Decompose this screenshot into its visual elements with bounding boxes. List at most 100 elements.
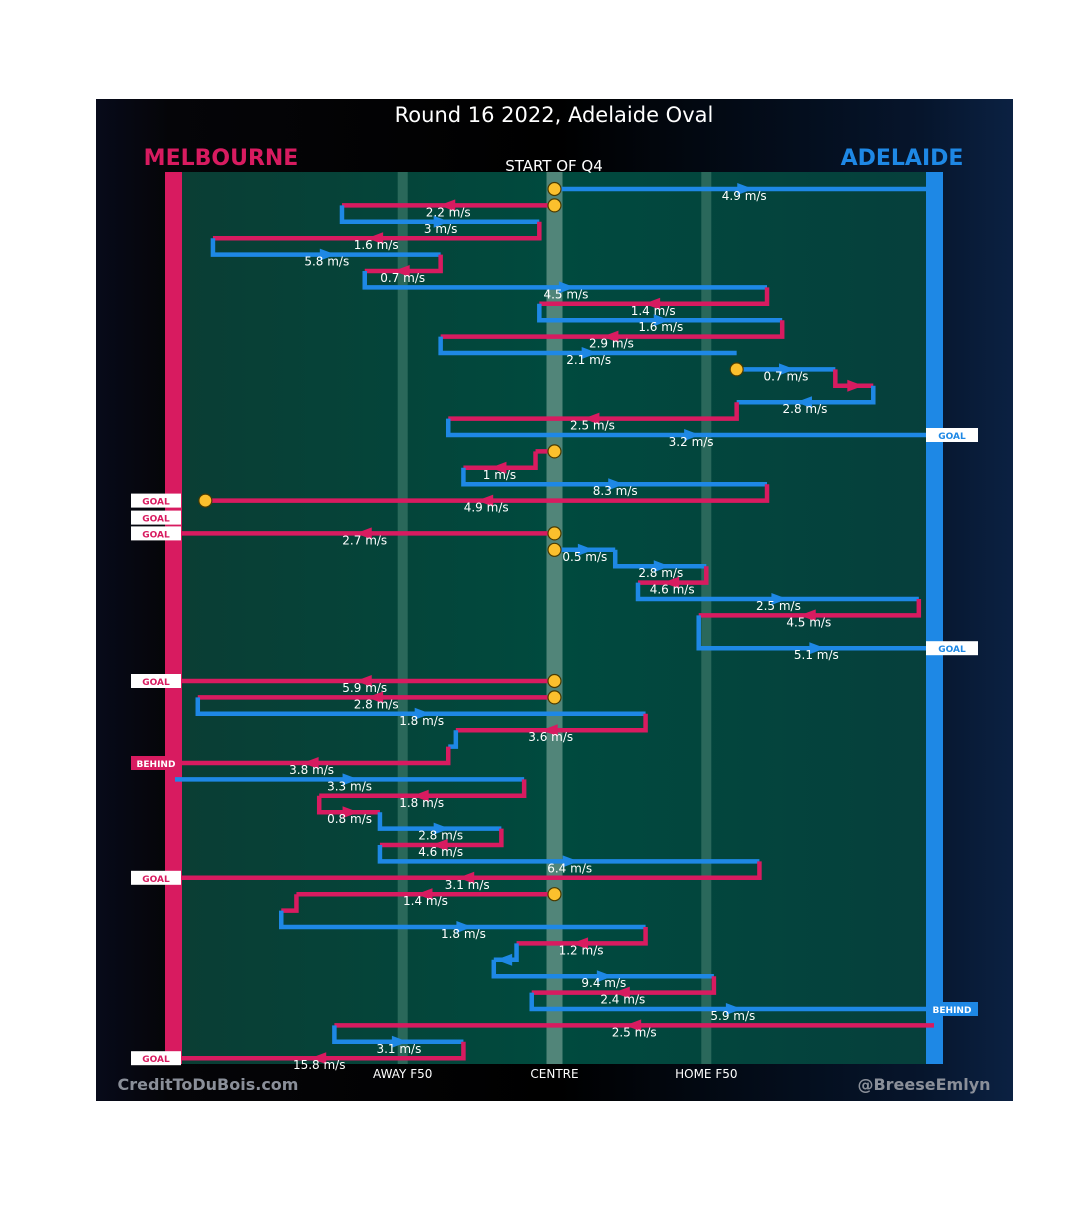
kick-segment bbox=[364, 254, 443, 274]
stoppage-marker bbox=[547, 673, 562, 689]
kick-segment bbox=[531, 976, 717, 995]
kick-segment bbox=[612, 549, 707, 569]
kick-arrow bbox=[439, 199, 456, 212]
kick-speed-label: 5.9 m/s bbox=[342, 681, 387, 695]
kick-segment bbox=[635, 582, 919, 602]
kick-speed-label: 0.7 m/s bbox=[764, 369, 809, 383]
kick-segment bbox=[539, 287, 770, 307]
kick-arrow bbox=[737, 183, 754, 195]
outcome-badge-label: GOAL bbox=[142, 530, 170, 540]
kick-speed-label: 0.5 m/s bbox=[562, 550, 607, 564]
kick-arrow bbox=[625, 1019, 642, 1032]
kick-arrow bbox=[416, 888, 433, 901]
kick-speed-label: 2.8 m/s bbox=[354, 697, 399, 711]
kick-segment bbox=[205, 484, 770, 503]
kick-speed-label: 2.5 m/s bbox=[570, 419, 615, 433]
kick-arrow bbox=[433, 822, 450, 835]
stoppage-marker bbox=[547, 181, 562, 197]
kick-speed-label: 2.5 m/s bbox=[756, 599, 801, 613]
kick-speed-label: 4.9 m/s bbox=[464, 501, 509, 515]
kick-arrow bbox=[577, 543, 594, 556]
kick-speed-label: 2.9 m/s bbox=[589, 337, 634, 351]
kick-arrow bbox=[778, 363, 795, 376]
kick-speed-label: 1 m/s bbox=[483, 468, 516, 482]
kick-segment bbox=[696, 615, 934, 651]
kick-speed-label: 1.6 m/s bbox=[638, 320, 683, 334]
kick-speed-label: 4.6 m/s bbox=[418, 845, 463, 859]
kick-speed-label: 2.2 m/s bbox=[426, 205, 471, 219]
kick-arrow bbox=[602, 330, 619, 343]
melbourne-goal-post bbox=[165, 172, 182, 1064]
kick-arrow bbox=[809, 642, 826, 655]
kick-arrow bbox=[684, 429, 701, 441]
kick-speed-label: 1.4 m/s bbox=[631, 304, 676, 318]
kick-speed-label: 3.6 m/s bbox=[528, 730, 573, 744]
kick-arrow bbox=[342, 773, 359, 786]
kick-speed-label: 5.8 m/s bbox=[304, 255, 349, 269]
stoppage-marker bbox=[547, 887, 562, 902]
kick-speed-label: 1.2 m/s bbox=[559, 943, 604, 957]
kick-segment bbox=[212, 221, 542, 241]
outcome-badge bbox=[131, 870, 181, 885]
outcome-badge-label: GOAL bbox=[142, 875, 170, 885]
outcome-badge bbox=[131, 1051, 181, 1066]
stoppage-marker bbox=[729, 362, 744, 377]
stoppage-marker bbox=[547, 198, 562, 213]
kick-arrow bbox=[608, 478, 625, 491]
kick-speed-label: 6.4 m/s bbox=[547, 861, 592, 875]
kick-speed-label: 0.7 m/s bbox=[380, 271, 425, 285]
kick-speed-label: 2.4 m/s bbox=[600, 993, 645, 1007]
kick-arrow bbox=[596, 970, 613, 983]
outcome-badge bbox=[131, 493, 181, 508]
stoppage-marker bbox=[547, 542, 562, 557]
kick-segment bbox=[529, 992, 934, 1012]
kick-segment bbox=[516, 927, 648, 946]
kick-segment bbox=[698, 599, 922, 618]
kick-arrow bbox=[414, 707, 431, 720]
kick-arrow bbox=[355, 527, 372, 540]
kick-speed-label: 2.7 m/s bbox=[342, 533, 387, 547]
outcome-badge-label: GOAL bbox=[142, 515, 170, 525]
outcome-badge bbox=[131, 756, 181, 770]
kick-arrow bbox=[433, 215, 450, 228]
kick-segment bbox=[377, 845, 760, 864]
kick-segment bbox=[379, 828, 504, 848]
kick-arrow bbox=[431, 839, 448, 851]
kick-segment bbox=[175, 1041, 466, 1061]
kick-speed-label: 9.4 m/s bbox=[581, 976, 626, 990]
chart-title: Round 16 2022, Adelaide Oval bbox=[395, 103, 714, 127]
kick-speed-label: 1.8 m/s bbox=[441, 927, 486, 941]
kick-arrow bbox=[458, 871, 475, 884]
kick-speed-label: 5.9 m/s bbox=[710, 1009, 755, 1023]
stoppage-marker bbox=[547, 690, 562, 705]
outcome-badge bbox=[926, 1002, 978, 1016]
kick-arrow bbox=[541, 724, 558, 737]
kick-speed-label: 5.1 m/s bbox=[794, 648, 839, 662]
kick-segment bbox=[195, 697, 646, 717]
kick-speed-label: 2.8 m/s bbox=[418, 829, 463, 843]
kick-segment bbox=[537, 303, 783, 323]
kick-speed-label: 3.3 m/s bbox=[327, 779, 372, 793]
outcome-badge bbox=[131, 510, 181, 525]
kick-segment bbox=[455, 713, 648, 733]
kick-arrow bbox=[653, 560, 670, 573]
outcome-badge bbox=[926, 428, 978, 442]
ref-line-centre bbox=[546, 172, 563, 1064]
kick-segment bbox=[175, 861, 762, 881]
kick-segment bbox=[438, 336, 737, 356]
stoppage-marker bbox=[547, 444, 562, 459]
kick-speed-label: 3.1 m/s bbox=[376, 1042, 421, 1056]
kick-segment bbox=[316, 795, 380, 815]
footer-handle: @BreeseEmlyn bbox=[857, 1075, 990, 1094]
kick-speed-label: 2.8 m/s bbox=[783, 402, 828, 416]
kick-arrow bbox=[644, 297, 661, 310]
outcome-badge-label: BEHIND bbox=[933, 1006, 972, 1016]
kick-speed-label: 3.1 m/s bbox=[445, 878, 490, 892]
kick-arrow bbox=[412, 789, 429, 802]
kick-segment bbox=[463, 451, 538, 471]
ref-line-away-f50 bbox=[397, 172, 408, 1064]
team-name-adelaide: ADELAIDE bbox=[841, 146, 964, 171]
kick-speed-label: 1.8 m/s bbox=[399, 796, 444, 810]
kick-speed-label: 3.8 m/s bbox=[289, 763, 334, 777]
